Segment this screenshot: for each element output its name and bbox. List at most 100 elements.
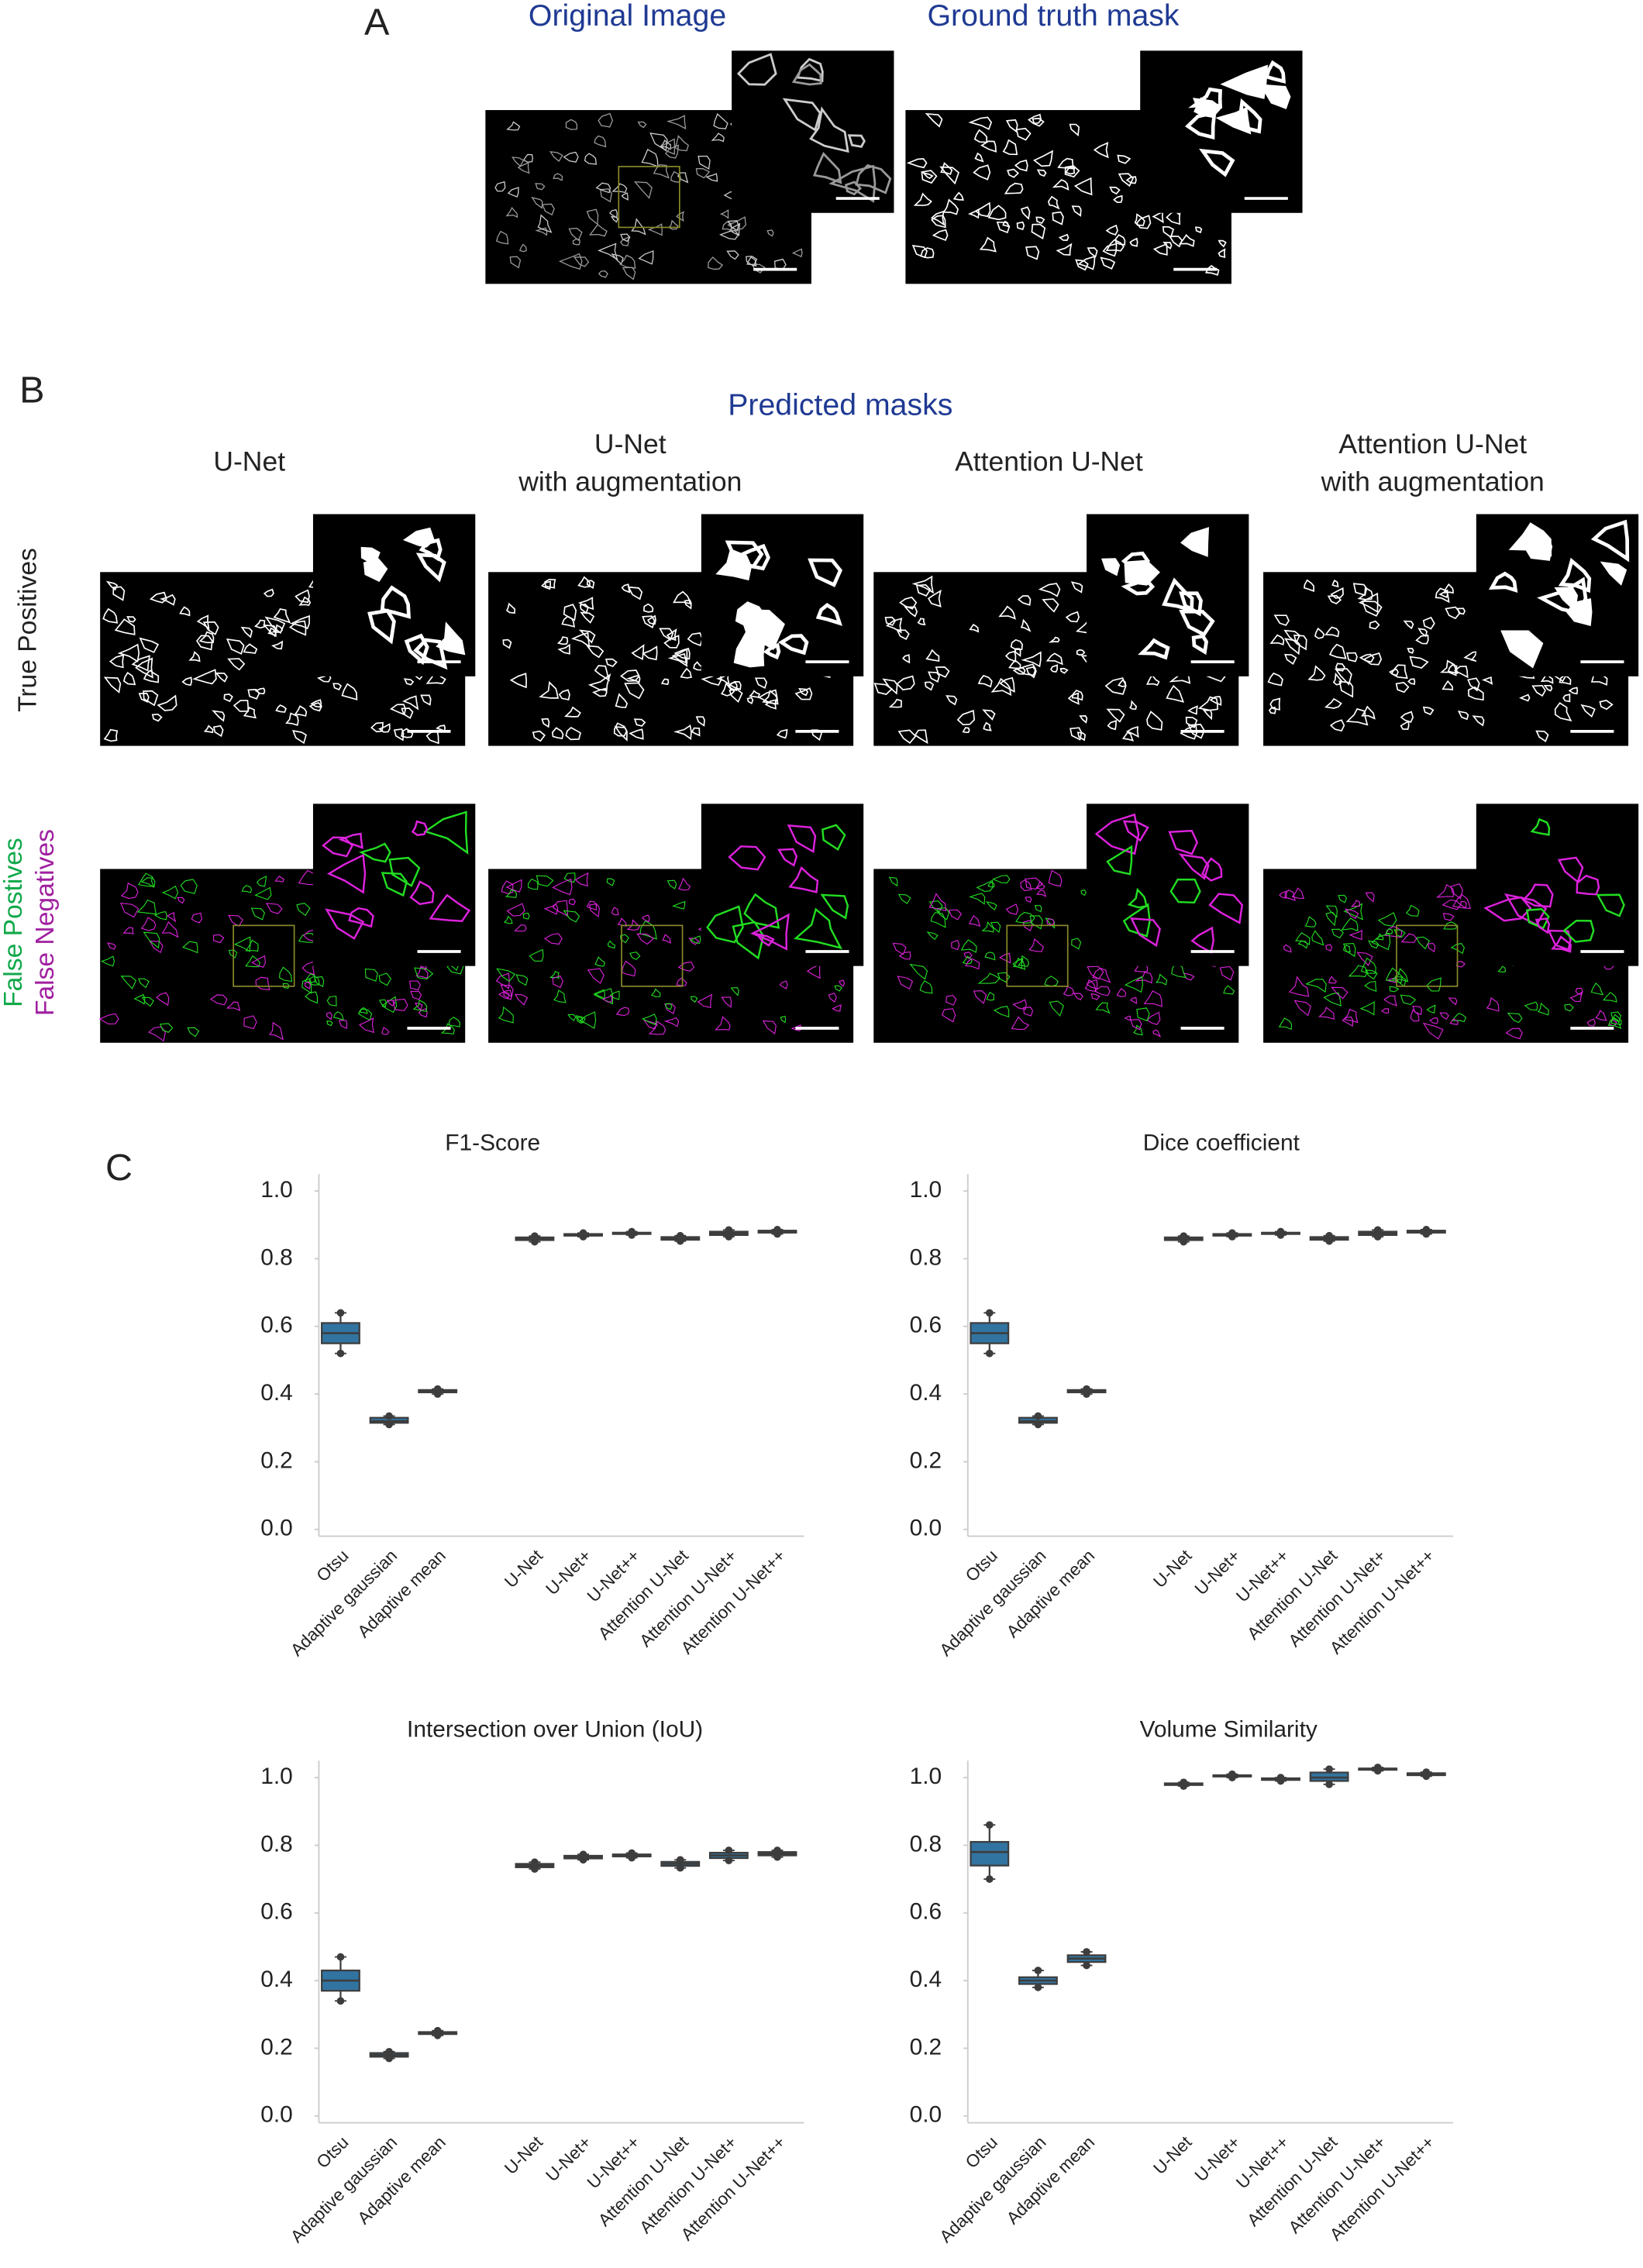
- image-texture: [495, 230, 509, 245]
- chart-title: Volume Similarity: [1140, 1716, 1318, 1742]
- outlier-min: [985, 1349, 994, 1358]
- image-texture: [731, 543, 770, 571]
- image-texture: [607, 940, 616, 949]
- y-tick-label: 0.8: [910, 1831, 942, 1857]
- image-texture: [873, 683, 893, 695]
- outlier-min: [725, 1857, 733, 1864]
- image-texture: [1092, 968, 1111, 983]
- image-texture: [1599, 699, 1614, 711]
- image-background: [1140, 50, 1303, 213]
- image-texture: [629, 728, 644, 740]
- outlier-min: [336, 1997, 345, 2005]
- image-texture: [535, 227, 548, 236]
- image-texture: [974, 152, 984, 163]
- image-texture: [915, 583, 932, 597]
- image-texture: [348, 907, 374, 928]
- image-texture: [1047, 195, 1060, 210]
- image-texture: [1422, 706, 1435, 716]
- image-texture: [1483, 896, 1532, 922]
- image-texture: [1058, 233, 1070, 241]
- image-texture: [636, 933, 655, 945]
- image-texture: [1467, 677, 1480, 692]
- image-texture: [514, 924, 527, 932]
- image-texture: [518, 243, 527, 253]
- outlier-min: [1325, 1780, 1333, 1788]
- image-title: Original Image: [529, 0, 726, 33]
- image-texture: [1442, 899, 1462, 910]
- image-texture: [1343, 945, 1351, 953]
- image-texture: [1093, 142, 1109, 159]
- image-texture: [834, 985, 842, 992]
- image-texture: [535, 183, 546, 191]
- image-texture: [338, 832, 363, 849]
- image-texture: [1468, 686, 1484, 701]
- image-texture: [991, 875, 1011, 884]
- image-texture: [522, 153, 533, 163]
- image-texture: [1105, 224, 1118, 236]
- image-texture: [1090, 993, 1100, 1000]
- image-texture: [584, 153, 598, 165]
- image-texture: [1472, 715, 1485, 727]
- image-texture: [615, 1007, 630, 1017]
- image-texture: [1410, 1009, 1420, 1022]
- image-texture: [1346, 652, 1358, 663]
- image-texture: [1199, 148, 1235, 177]
- box: [970, 1840, 1010, 1867]
- image-texture: [1393, 929, 1406, 938]
- image-texture: [167, 912, 177, 923]
- image-texture: [107, 942, 116, 950]
- image-texture: [663, 1017, 680, 1027]
- image-texture: [359, 842, 391, 863]
- image-texture: [1341, 917, 1359, 932]
- image-texture: [999, 676, 1015, 693]
- image-texture: [1268, 706, 1276, 714]
- image-texture: [305, 991, 319, 1004]
- image-texture: [1422, 616, 1435, 630]
- image-texture: [1412, 1005, 1423, 1016]
- image-texture: [698, 155, 711, 170]
- image-texture: [778, 634, 809, 656]
- image-texture: [1324, 626, 1340, 638]
- image-texture: [919, 980, 933, 994]
- image-texture: [149, 591, 167, 604]
- image-texture: [1342, 1016, 1354, 1027]
- image-texture: [1457, 710, 1469, 721]
- image-texture: [1390, 664, 1408, 680]
- image-texture: [496, 968, 516, 983]
- zoom-box: [618, 166, 680, 229]
- image-texture: [541, 203, 555, 216]
- image-texture: [1453, 666, 1469, 679]
- image-texture: [101, 955, 115, 967]
- image-texture: [690, 935, 701, 945]
- image-texture: [941, 1008, 956, 1023]
- image-texture: [973, 164, 991, 181]
- image-texture: [290, 614, 310, 630]
- image-texture: [974, 201, 991, 218]
- image-texture: [187, 1027, 200, 1038]
- image-texture: [585, 645, 604, 659]
- image-texture: [948, 909, 963, 921]
- image-texture: [1129, 237, 1138, 247]
- image-texture: [1101, 558, 1121, 576]
- image-texture: [506, 903, 525, 917]
- image-texture: [274, 876, 284, 883]
- image-texture: [1070, 727, 1083, 741]
- outlier-max: [1180, 1232, 1188, 1241]
- image-texture: [411, 820, 429, 836]
- image-background: [732, 50, 894, 213]
- image-texture: [1586, 1018, 1596, 1027]
- image-texture: [687, 632, 704, 647]
- image-texture: [1220, 64, 1269, 99]
- image-texture: [1318, 1007, 1335, 1020]
- image-texture: [1223, 985, 1235, 995]
- outlier-max: [725, 1846, 733, 1854]
- image-texture: [1004, 650, 1017, 663]
- image-background: [1476, 804, 1639, 966]
- outlier-max: [1422, 1226, 1431, 1234]
- image-texture: [157, 694, 177, 711]
- image-texture: [543, 933, 563, 945]
- image-texture: [539, 680, 560, 699]
- image-texture: [1117, 154, 1132, 164]
- image-texture: [719, 208, 729, 219]
- image-texture: [1540, 672, 1554, 684]
